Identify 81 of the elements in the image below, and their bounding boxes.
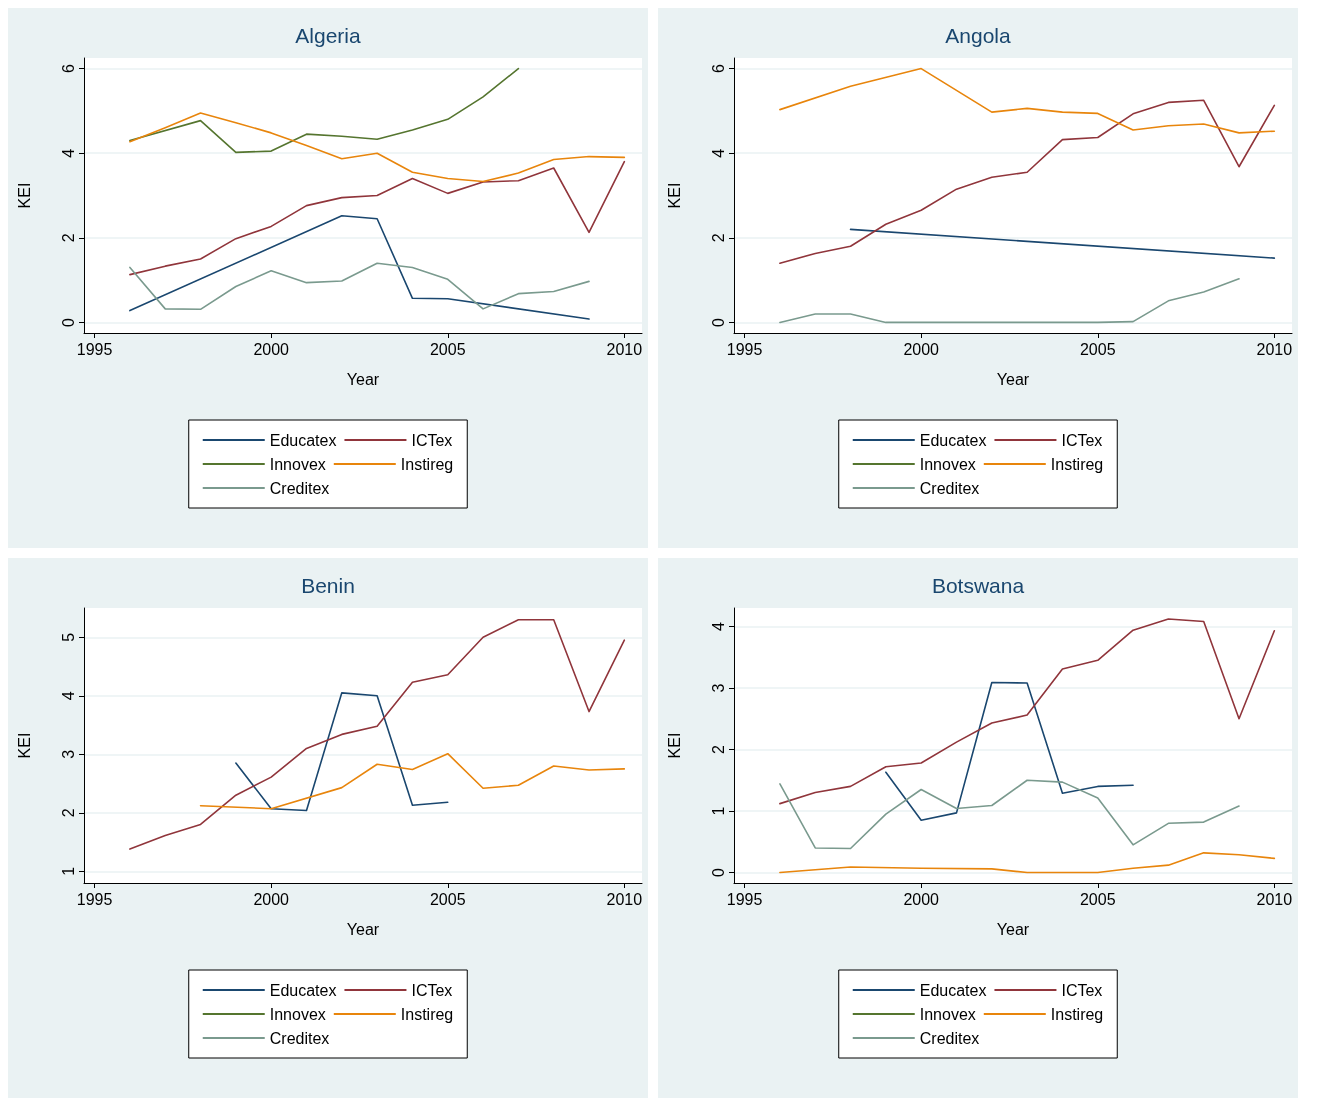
x-axis-title: Year [996,370,1030,388]
y-tick-label: 4 [59,691,77,701]
x-tick-label: 2005 [1079,340,1116,358]
line-series [235,692,449,812]
legend-label: ICTex [411,981,453,999]
line-series [779,618,1276,805]
y-tick-label: 0 [59,317,77,327]
legend-label: Educatex [269,981,337,999]
x-tick-label: 2010 [606,890,643,908]
x-tick-label: 1995 [76,340,113,358]
y-axis-title: KEI [665,182,683,209]
y-tick-label: 2 [709,233,727,243]
line-series [129,618,626,850]
y-tick-label: 5 [59,632,77,642]
chart-title: Algeria [295,24,361,47]
legend-label: Educatex [269,431,337,449]
line-series [779,779,1240,850]
y-tick-label: 2 [59,233,77,243]
y-axis-title: KEI [15,732,33,759]
legend-label: Innovex [919,1005,976,1023]
y-tick-label: 6 [709,64,727,74]
legend-label: Instireg [400,455,454,473]
y-axis-title: KEI [15,182,33,209]
y-tick-label: 4 [59,148,77,158]
x-axis-title: Year [996,920,1030,938]
y-axis-title: KEI [665,732,683,759]
legend-label: Creditex [269,479,330,497]
y-tick-label: 4 [709,621,727,631]
line-series [129,160,626,276]
legend-label: Innovex [269,455,326,473]
line-series [779,278,1240,324]
x-tick-label: 2000 [253,890,290,908]
line-series [199,752,626,810]
legend-label: Creditex [919,479,980,497]
x-tick-label: 2005 [429,890,466,908]
legend-label: Educatex [919,431,987,449]
line-series [779,99,1276,264]
x-tick-label: 2000 [903,890,940,908]
chart-title: Angola [945,24,1012,47]
y-tick-label: 2 [709,744,727,754]
x-tick-label: 2000 [253,340,290,358]
x-tick-label: 2000 [903,340,940,358]
line-series [129,112,626,183]
legend-label: Creditex [919,1029,980,1047]
y-tick-label: 0 [709,317,727,327]
legend-label: Innovex [269,1005,326,1023]
legend-label: Creditex [269,1029,330,1047]
x-axis-title: Year [346,370,380,388]
line-series [779,67,1276,134]
x-tick-label: 2010 [606,340,643,358]
legend-label: ICTex [411,431,453,449]
legend-label: Instireg [1050,1005,1104,1023]
chart-title: Botswana [931,574,1025,597]
x-tick-label: 1995 [76,890,113,908]
legend-label: Innovex [919,455,976,473]
line-series [129,215,590,320]
y-tick-label: 3 [59,749,77,759]
x-tick-label: 2010 [1256,890,1293,908]
chart-title: Benin [301,574,355,597]
y-tick-label: 1 [709,806,727,816]
y-tick-label: 4 [709,148,727,158]
x-tick-label: 1995 [726,890,763,908]
x-tick-label: 1995 [726,340,763,358]
x-tick-label: 2010 [1256,340,1293,358]
legend-label: ICTex [1061,431,1103,449]
y-tick-label: 1 [59,866,77,876]
y-tick-label: 2 [59,808,77,818]
y-tick-label: 6 [59,64,77,74]
x-axis-title: Year [346,920,380,938]
line-series [779,852,1276,874]
legend-label: Educatex [919,981,987,999]
y-tick-label: 0 [709,867,727,877]
line-series [129,67,520,154]
legend-label: Instireg [400,1005,454,1023]
line-series [129,262,590,311]
x-tick-label: 2005 [1079,890,1116,908]
y-tick-label: 3 [709,683,727,693]
x-tick-label: 2005 [429,340,466,358]
legend-label: ICTex [1061,981,1103,999]
line-series [885,681,1134,822]
legend-label: Instireg [1050,455,1104,473]
